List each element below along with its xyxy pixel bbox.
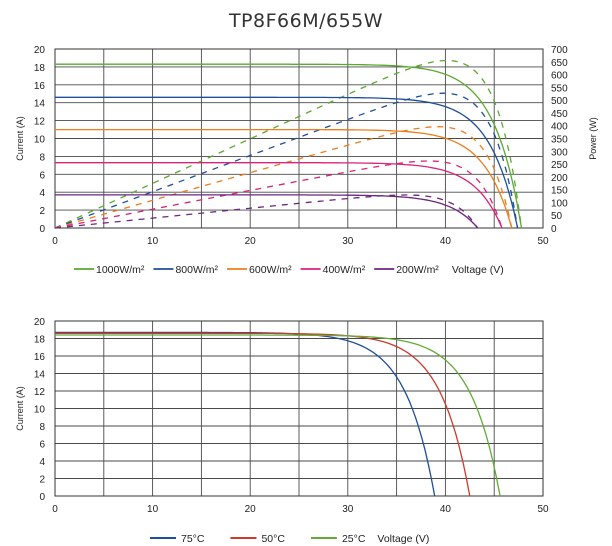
top-series-power-line [54,194,479,229]
top-y2-tick-label: 0 [551,224,557,235]
top-y-tick-label: 2 [39,206,45,217]
top-legend-label: 200W/m² [396,264,439,276]
bottom-x-tick-label: 40 [440,504,452,515]
top-series-iv-line [55,194,479,229]
bottom-x-tick-label: 30 [342,504,354,515]
top-x-axis-label: Voltage (V) [452,264,504,276]
top-y-tick-label: 4 [39,188,45,199]
top-y-tick-label: 0 [39,224,45,235]
top-y2-tick-label: 450 [551,109,568,120]
bottom-y-tick-label: 6 [39,440,45,451]
top-series-power-line [54,59,523,229]
bottom-y-tick-label: 10 [34,405,46,416]
top-legend-label: 600W/m² [249,264,292,276]
top-y2-tick-label: 250 [551,160,568,171]
top-y2-tick-label: 200 [551,173,568,184]
top-y-tick-label: 14 [34,99,46,110]
top-legend-label: 800W/m² [175,264,218,276]
bottom-y-tick-label: 16 [34,352,46,363]
top-y2-tick-label: 150 [551,186,568,197]
top-series [54,59,523,229]
top-y2-tick-label: 50 [551,211,563,222]
top-y2-axis-label: Power (W) [588,117,598,160]
top-y2-tick-label: 400 [551,122,568,133]
top-series-power-line [54,92,519,229]
bottom-y-tick-label: 12 [34,387,46,398]
top-series [54,194,479,229]
top-chart-frame [54,48,544,229]
bottom-y-tick-label: 0 [39,492,45,503]
bottom-x-axis-label: Voltage (V) [377,533,429,545]
top-y-tick-label: 8 [39,152,45,163]
top-series-power-line [54,160,503,229]
top-y2-tick-label: 600 [551,71,568,82]
top-y2-tick-label: 500 [551,96,568,107]
top-x-tick-label: 20 [245,236,257,247]
top-y-axis-label: Current (A) [15,116,25,161]
bottom-chart-grid [54,320,544,497]
top-legend-label: 1000W/m² [96,264,145,276]
chart-title: TP8F66M/655W [228,10,383,32]
top-series-iv-line [55,96,519,229]
top-y2-tick-label: 300 [551,147,568,158]
top-legend-label: 400W/m² [323,264,366,276]
bottom-series-iv-line [55,334,501,497]
top-y-tick-label: 20 [34,45,46,56]
top-y-tick-label: 6 [39,170,45,181]
bottom-x-tick-label: 0 [52,504,58,515]
top-x-tick-label: 10 [147,236,159,247]
top-x-tick-label: 50 [537,236,549,247]
top-y-tick-label: 10 [34,135,46,146]
top-legend: 1000W/m² 800W/m² 600W/m² 400W/m² 200W/m² Volt… [74,264,504,276]
bottom-y-tick-label: 4 [39,457,45,468]
bottom-legend: 75°C 50°C 25°C Voltage (V) [150,533,429,545]
bottom-legend-label: 75°C [181,533,205,545]
top-y-tick-label: 16 [34,81,46,92]
top-y2-tick-label: 650 [551,58,568,69]
top-y2-tick-label: 350 [551,135,568,146]
top-series [54,92,519,229]
bottom-x-tick-label: 50 [537,504,549,515]
top-y2-tick-label: 700 [551,45,568,56]
bottom-y-tick-label: 8 [39,422,45,433]
bottom-y-tick-label: 2 [39,475,45,486]
bottom-series-iv-line [55,331,436,497]
top-series-iv-line [55,63,523,229]
bottom-chart-frame [54,320,544,497]
bottom-y-axis-label: Current (A) [15,386,25,431]
top-series [54,160,503,229]
top-x-tick-label: 40 [440,236,452,247]
top-series-iv-line [55,128,513,229]
top-x-tick-label: 0 [52,236,58,247]
bottom-series-iv-line [55,332,471,497]
top-y2-tick-label: 550 [551,83,568,94]
bottom-x-tick-label: 10 [147,504,159,515]
top-x-tick-label: 30 [342,236,354,247]
bottom-y-tick-label: 18 [34,335,46,346]
bottom-y-tick-label: 20 [34,317,46,328]
bottom-legend-label: 25°C [342,533,366,545]
top-y-tick-label: 12 [34,117,46,128]
top-series-power-line [54,126,513,229]
bottom-x-tick-label: 20 [245,504,257,515]
top-y2-tick-label: 100 [551,198,568,209]
top-y-tick-label: 18 [34,63,46,74]
bottom-legend-label: 50°C [261,533,285,545]
top-series [54,126,513,229]
bottom-y-tick-label: 14 [34,370,46,381]
top-series-iv-line [55,162,503,229]
